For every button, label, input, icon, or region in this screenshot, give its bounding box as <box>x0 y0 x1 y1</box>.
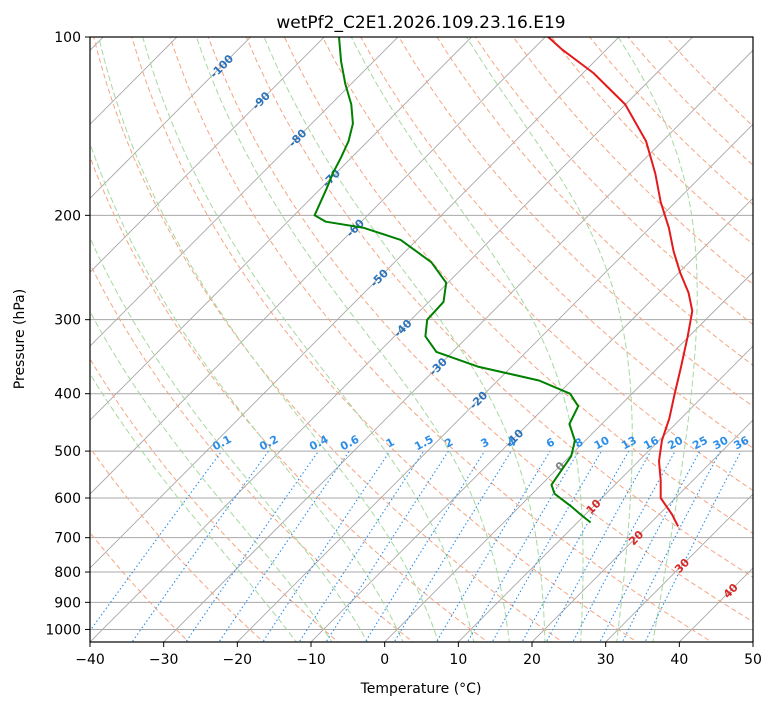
moist-adiabat-5 <box>98 37 439 642</box>
x-tick-label: 40 <box>670 652 688 668</box>
mixing-ratio-line-25 <box>599 450 701 642</box>
x-axis-label: Temperature (°C) <box>360 681 482 697</box>
moist-adiabat-20 <box>263 37 546 642</box>
mixing-ratio-line-0.2 <box>131 450 269 642</box>
mixing-ratio-label: 30 <box>711 434 731 453</box>
dry-adiabat-20 <box>93 37 564 642</box>
x-tick-label: 30 <box>597 652 615 668</box>
moist-adiabat--5 <box>90 236 369 642</box>
mixing-ratio-label: 13 <box>619 434 639 453</box>
isotherm-10 <box>458 345 753 642</box>
y-tick-label: 600 <box>54 491 81 507</box>
moist-adiabat--10 <box>90 310 333 642</box>
moist-adiabat--15 <box>90 372 297 642</box>
isotherm--80 <box>90 37 399 347</box>
isotherm--60 <box>90 37 546 495</box>
isotherm-30 <box>605 493 753 642</box>
isotherm-20 <box>531 419 753 642</box>
isotherm--30 <box>163 49 753 642</box>
dry-adiabat-50 <box>207 37 753 623</box>
y-axis-label: Pressure (hPa) <box>12 289 28 389</box>
x-tick-label: −20 <box>223 652 253 668</box>
isotherm--90 <box>90 37 325 273</box>
mixing-ratio-line-0.6 <box>218 450 350 642</box>
dry-adiabat-80 <box>321 37 753 492</box>
chart-title: wetPf2_C2E1.2026.109.23.16.E19 <box>276 13 565 33</box>
moist-adiabat-0 <box>90 141 404 642</box>
moist-adiabat-25 <box>350 37 584 642</box>
y-tick-label: 1000 <box>45 622 81 638</box>
isotherm--20 <box>237 123 753 642</box>
dewpoint-profile-line <box>313 37 592 524</box>
mixing-ratio-line-1.5 <box>298 450 425 642</box>
y-tick-label: 300 <box>54 313 81 329</box>
isotherm--110 <box>90 37 178 125</box>
x-tick-label: −40 <box>75 652 105 668</box>
y-tick-label: 500 <box>54 444 81 460</box>
mixing-ratio-line-8 <box>466 450 580 642</box>
isotherm-0 <box>384 271 753 642</box>
mixing-ratio-line-2 <box>325 450 449 642</box>
mixing-ratio-line-4 <box>393 450 512 642</box>
y-tick-label: 100 <box>54 30 81 46</box>
dry-adiabat-60 <box>245 37 753 578</box>
dry-adiabat-100 <box>398 37 753 408</box>
x-tick-label: 50 <box>744 652 762 668</box>
isotherm--10 <box>310 197 753 642</box>
dry-adiabat-70 <box>283 37 753 535</box>
x-tick-label: 10 <box>449 652 467 668</box>
dry-adiabat-110 <box>436 37 753 366</box>
temperature-profile-line <box>547 37 694 527</box>
dry-adiabat-0 <box>90 262 414 642</box>
mixing-ratio-line-20 <box>572 450 676 642</box>
dry-adiabat-40 <box>169 37 713 642</box>
moist-adiabat-15 <box>196 37 510 642</box>
mixing-ratio-line-0.4 <box>185 450 319 642</box>
isotherm--50 <box>90 37 620 569</box>
moist-adiabat-30 <box>466 37 633 642</box>
dry-adiabat-30 <box>131 37 638 642</box>
y-tick-label: 400 <box>54 387 81 403</box>
x-tick-label: 20 <box>523 652 541 668</box>
mixing-ratio-line-0.1 <box>90 450 223 632</box>
y-tick-label: 800 <box>54 565 81 581</box>
mixing-ratio-label: 20 <box>666 434 686 453</box>
mixing-ratio-line-1 <box>262 450 391 642</box>
plot-frame <box>89 36 754 643</box>
mixing-ratio-line-30 <box>621 450 721 642</box>
x-tick-label: −30 <box>149 652 179 668</box>
x-tick-label: −10 <box>296 652 326 668</box>
y-tick-label: 200 <box>54 208 81 224</box>
moist-adiabat-10 <box>142 37 475 642</box>
y-tick-label: 900 <box>54 595 81 611</box>
mixing-ratio-line-6 <box>435 450 551 642</box>
dry-adiabat--10 <box>90 357 339 642</box>
mixing-ratio-line-3 <box>364 450 486 642</box>
dry-adiabat-10 <box>90 155 489 642</box>
x-tick-label: 0 <box>380 652 389 668</box>
mixing-ratio-label: 36 <box>732 434 752 453</box>
y-tick-label: 700 <box>54 531 81 547</box>
dry-adiabat--30 <box>90 531 190 642</box>
isotherm--70 <box>90 37 473 421</box>
isotherm--40 <box>90 37 694 642</box>
isotherm--100 <box>90 37 252 199</box>
mixing-ratio-label: 10 <box>592 434 612 453</box>
mixing-ratio-label: 25 <box>690 434 710 453</box>
moist-adiabat-35 <box>617 37 698 642</box>
mixing-ratio-label: 16 <box>641 434 661 453</box>
